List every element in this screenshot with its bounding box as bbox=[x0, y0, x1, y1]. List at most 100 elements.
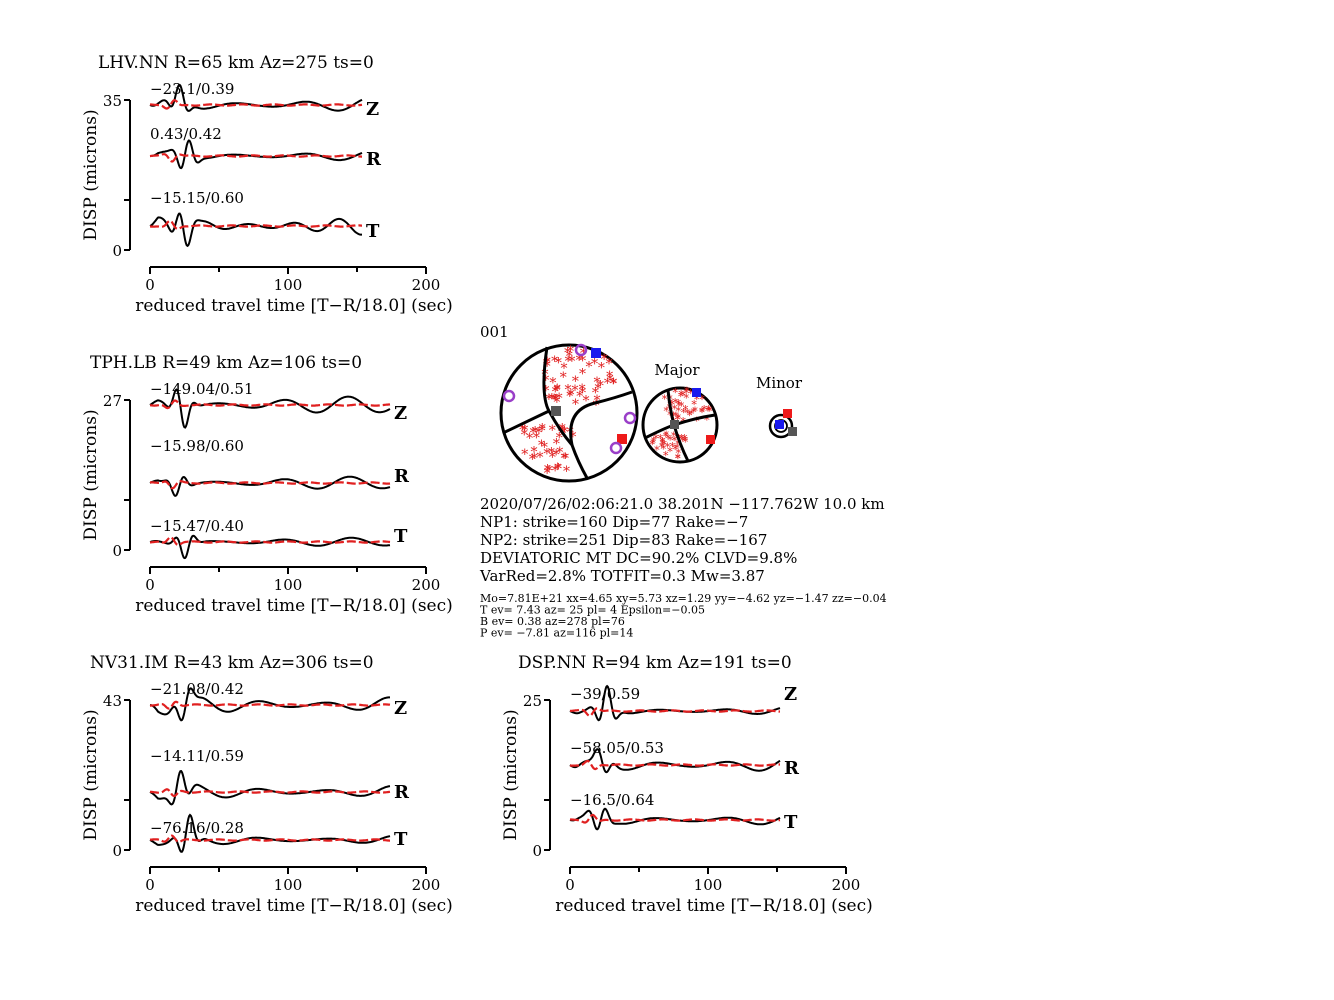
compression-star: * bbox=[537, 450, 544, 466]
compression-star: * bbox=[553, 383, 560, 399]
compression-star: * bbox=[601, 352, 608, 368]
misfit-label: −15.47/0.40 bbox=[150, 517, 244, 535]
compression-star: * bbox=[519, 423, 526, 439]
compression-star: * bbox=[604, 376, 611, 392]
compression-star: * bbox=[653, 433, 659, 446]
compression-star: * bbox=[665, 432, 671, 445]
compression-star: * bbox=[553, 395, 560, 411]
compression-star: * bbox=[530, 426, 537, 442]
compression-star: * bbox=[594, 393, 601, 409]
component-label: R bbox=[394, 782, 410, 803]
y-tick-label-bottom: 0 bbox=[112, 542, 122, 560]
component-label: R bbox=[366, 149, 382, 170]
compression-star: * bbox=[572, 374, 579, 390]
event-id: 001 bbox=[480, 323, 509, 341]
compression-star: * bbox=[651, 435, 657, 448]
compression-star: * bbox=[676, 400, 682, 413]
panel-title: TPH.LB R=49 km Az=106 ts=0 bbox=[90, 353, 362, 373]
compression-star: * bbox=[545, 463, 552, 479]
observed-trace bbox=[149, 687, 390, 722]
compression-star: * bbox=[545, 392, 552, 408]
compression-star: * bbox=[654, 444, 660, 457]
event-detail-line: Mo=7.81E+21 xx=4.65 xy=5.73 xz=1.29 yy=−… bbox=[480, 592, 887, 605]
compression-star: * bbox=[549, 423, 556, 439]
compression-star: * bbox=[539, 421, 546, 437]
waveform-panel-dsp-nn: DSP.NN R=94 km Az=191 ts=0 25 0 DISP (micro… bbox=[501, 653, 873, 916]
compression-star: * bbox=[661, 438, 667, 451]
compression-star: * bbox=[544, 359, 551, 375]
compression-star: * bbox=[579, 382, 586, 398]
trace-z: Z −39/0.59 bbox=[569, 684, 797, 722]
compression-star: * bbox=[556, 431, 563, 447]
observed-trace bbox=[149, 813, 391, 853]
compression-star: * bbox=[582, 394, 589, 410]
compression-star: * bbox=[676, 412, 682, 425]
compression-star: * bbox=[566, 349, 573, 365]
b-axis-marker bbox=[670, 420, 679, 429]
compression-star: * bbox=[542, 373, 549, 389]
t-axis-marker bbox=[591, 348, 601, 358]
compression-star: * bbox=[565, 354, 572, 370]
compression-star: * bbox=[564, 346, 571, 362]
synthetic-trace bbox=[150, 536, 391, 546]
compression-star: * bbox=[660, 443, 666, 456]
event-info-line: 2020/07/26/02:06:21.0 38.201N −117.762W … bbox=[480, 495, 885, 513]
synthetic-trace bbox=[150, 479, 391, 490]
y-tick-label-bottom: 0 bbox=[112, 242, 122, 260]
event-info-line: DEVIATORIC MT DC=90.2% CLVD=9.8% bbox=[480, 549, 797, 567]
trace-t: T −16.5/0.64 bbox=[569, 791, 798, 833]
compression-star: * bbox=[535, 425, 542, 441]
x-axis-label: reduced travel time [T−R/18.0] (sec) bbox=[135, 296, 453, 316]
synthetic-trace bbox=[150, 700, 391, 710]
x-tick-label: 200 bbox=[412, 276, 441, 294]
compression-star: * bbox=[569, 429, 576, 445]
x-tick-label: 0 bbox=[145, 576, 155, 594]
compression-star: * bbox=[699, 405, 705, 418]
compression-star: * bbox=[679, 433, 685, 446]
trace-t: T −15.15/0.60 bbox=[149, 189, 380, 248]
x-tick-label: 200 bbox=[832, 876, 861, 894]
compression-star: * bbox=[533, 431, 540, 447]
component-label: R bbox=[784, 758, 800, 779]
synthetic-trace bbox=[569, 759, 780, 771]
compression-star: * bbox=[683, 404, 689, 417]
compression-star: * bbox=[665, 441, 671, 454]
beachball-outline bbox=[499, 343, 639, 483]
waveform-panel-tph-lb: TPH.LB R=49 km Az=106 ts=0 27 0 DISP (micro… bbox=[81, 353, 453, 616]
compression-star: * bbox=[680, 390, 686, 403]
compression-star: * bbox=[675, 438, 681, 451]
component-label: R bbox=[394, 466, 410, 487]
compression-star: * bbox=[521, 447, 528, 463]
compression-star: * bbox=[585, 359, 592, 375]
event-info-line: VarRed=2.8% TOTFIT=0.3 Mw=3.87 bbox=[479, 567, 765, 585]
compression-star: * bbox=[548, 446, 555, 462]
compression-star: * bbox=[567, 344, 574, 360]
compression-star: * bbox=[663, 405, 669, 418]
x-tick-label: 0 bbox=[145, 876, 155, 894]
trace-r: R 0.43/0.42 bbox=[149, 125, 382, 170]
compression-star: * bbox=[667, 445, 673, 458]
x-tick-label: 0 bbox=[145, 276, 155, 294]
compression-star: * bbox=[704, 414, 710, 427]
observed-trace bbox=[149, 534, 391, 560]
misfit-label: −16.5/0.64 bbox=[570, 791, 654, 809]
x-tick-label: 100 bbox=[274, 876, 303, 894]
compression-star: * bbox=[572, 397, 579, 413]
observed-trace bbox=[149, 475, 391, 497]
component-label: Z bbox=[394, 403, 407, 424]
synthetic-trace bbox=[150, 219, 362, 231]
compression-star: * bbox=[649, 438, 655, 451]
y-axis-label: DISP (microns) bbox=[81, 709, 101, 840]
compression-star: * bbox=[526, 431, 533, 447]
component-label: T bbox=[366, 221, 380, 242]
compression-star: * bbox=[660, 435, 666, 448]
x-tick-label: 200 bbox=[412, 876, 441, 894]
compression-star: * bbox=[594, 381, 601, 397]
compression-star: * bbox=[687, 409, 693, 422]
compression-star: * bbox=[610, 376, 617, 392]
compression-star: * bbox=[663, 450, 669, 463]
compression-star: * bbox=[684, 407, 690, 420]
y-tick-label-bottom: 0 bbox=[532, 842, 542, 860]
event-detail-line: B ev= 0.38 az=278 pl=76 bbox=[480, 615, 625, 628]
